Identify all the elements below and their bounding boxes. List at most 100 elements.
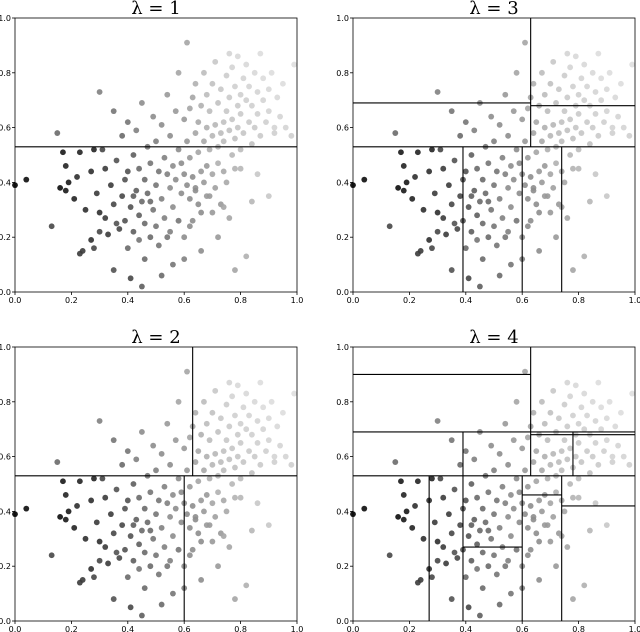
scatter-point xyxy=(589,398,596,405)
y-tick-label: 0.6 xyxy=(336,124,349,133)
scatter-point xyxy=(457,461,464,468)
scatter-point xyxy=(541,124,548,131)
scatter-point xyxy=(150,206,157,213)
scatter-point xyxy=(268,398,275,405)
scatter-point xyxy=(508,492,514,498)
scatter-point xyxy=(184,39,190,46)
scatter-point xyxy=(164,234,171,241)
scatter-point xyxy=(567,393,574,400)
scatter-point xyxy=(502,500,509,507)
scatter-point xyxy=(170,492,176,498)
scatter-point xyxy=(547,500,554,507)
scatter-point xyxy=(502,234,509,241)
scatter-point xyxy=(175,546,182,553)
scatter-point xyxy=(474,237,480,243)
scatter-point xyxy=(496,195,503,202)
scatter-point xyxy=(79,248,86,254)
scatter-point xyxy=(265,193,272,200)
scatter-point xyxy=(505,513,511,520)
scatter-point xyxy=(584,119,590,126)
scatter-point xyxy=(533,530,540,537)
scatter-point xyxy=(167,184,174,191)
scatter-point xyxy=(629,390,636,397)
scatter-point xyxy=(477,283,483,290)
scatter-point xyxy=(609,453,616,460)
scatter-point xyxy=(479,549,486,556)
scatter-point xyxy=(139,100,145,106)
scatter-point xyxy=(524,552,531,559)
scatter-point xyxy=(516,519,523,526)
scatter-point xyxy=(203,420,210,427)
scatter-point xyxy=(530,459,537,465)
scatter-point xyxy=(110,267,117,273)
scatter-point xyxy=(502,420,509,427)
scatter-point xyxy=(181,234,188,241)
x-tick-label: 0.4 xyxy=(459,296,472,305)
scatter-point xyxy=(62,163,69,169)
scatter-point xyxy=(223,401,230,408)
scatter-point xyxy=(147,563,154,570)
scatter-point xyxy=(232,165,238,172)
scatter-point xyxy=(468,522,475,528)
scatter-point xyxy=(203,522,210,528)
scatter-point xyxy=(164,171,171,178)
scatter-point xyxy=(601,448,607,455)
scatter-point xyxy=(581,426,588,433)
scatter-point xyxy=(277,442,283,449)
scatter-point xyxy=(212,121,219,128)
scatter-point xyxy=(48,223,55,230)
scatter-point xyxy=(530,130,537,136)
scatter-point xyxy=(570,596,576,602)
scatter-point xyxy=(282,124,289,131)
scatter-point xyxy=(209,80,216,87)
scatter-point xyxy=(226,50,233,57)
scatter-point xyxy=(570,135,576,142)
scatter-point xyxy=(254,111,261,117)
scatter-point xyxy=(496,601,503,608)
scatter-point xyxy=(457,522,464,528)
scatter-point xyxy=(471,516,478,523)
scatter-point xyxy=(280,80,286,87)
x-tick-label: 0.8 xyxy=(234,625,247,632)
scatter-point xyxy=(474,212,480,219)
y-tick-label: 1.0 xyxy=(0,14,11,23)
scatter-point xyxy=(102,494,109,501)
scatter-point xyxy=(603,193,610,200)
scatter-point xyxy=(564,94,571,101)
scatter-point xyxy=(603,415,610,422)
axes-frame xyxy=(352,17,636,293)
scatter-point xyxy=(567,116,574,123)
scatter-point xyxy=(553,234,559,241)
scatter-point xyxy=(153,223,159,230)
scatter-point xyxy=(76,149,83,156)
scatter-point xyxy=(195,530,202,537)
x-tick-label: 0.2 xyxy=(403,625,416,632)
scatter-point xyxy=(570,494,576,501)
scatter-point xyxy=(265,522,272,528)
scatter-point xyxy=(144,190,151,197)
scatter-point xyxy=(254,89,261,95)
scatter-point xyxy=(618,409,624,416)
scatter-point xyxy=(192,409,199,416)
scatter-point xyxy=(409,524,416,531)
scatter-point xyxy=(206,146,213,153)
scatter-point xyxy=(462,574,469,581)
scatter-point xyxy=(240,75,247,82)
x-tick-label: 0.0 xyxy=(347,625,360,632)
scatter-point xyxy=(448,267,455,273)
scatter-point xyxy=(60,478,66,485)
scatter-point xyxy=(212,513,219,520)
scatter-point xyxy=(110,437,117,444)
scatter-point xyxy=(522,368,528,375)
scatter-point xyxy=(420,535,427,542)
scatter-point xyxy=(268,69,275,76)
scatter-point xyxy=(620,124,627,131)
scatter-point xyxy=(229,116,236,123)
scatter-point xyxy=(575,420,582,427)
scatter-point xyxy=(561,179,568,186)
y-tick-label: 0.2 xyxy=(0,233,11,242)
scatter-point xyxy=(147,527,154,534)
scatter-point xyxy=(198,102,205,109)
scatter-point xyxy=(99,146,106,153)
scatter-point xyxy=(586,198,593,205)
